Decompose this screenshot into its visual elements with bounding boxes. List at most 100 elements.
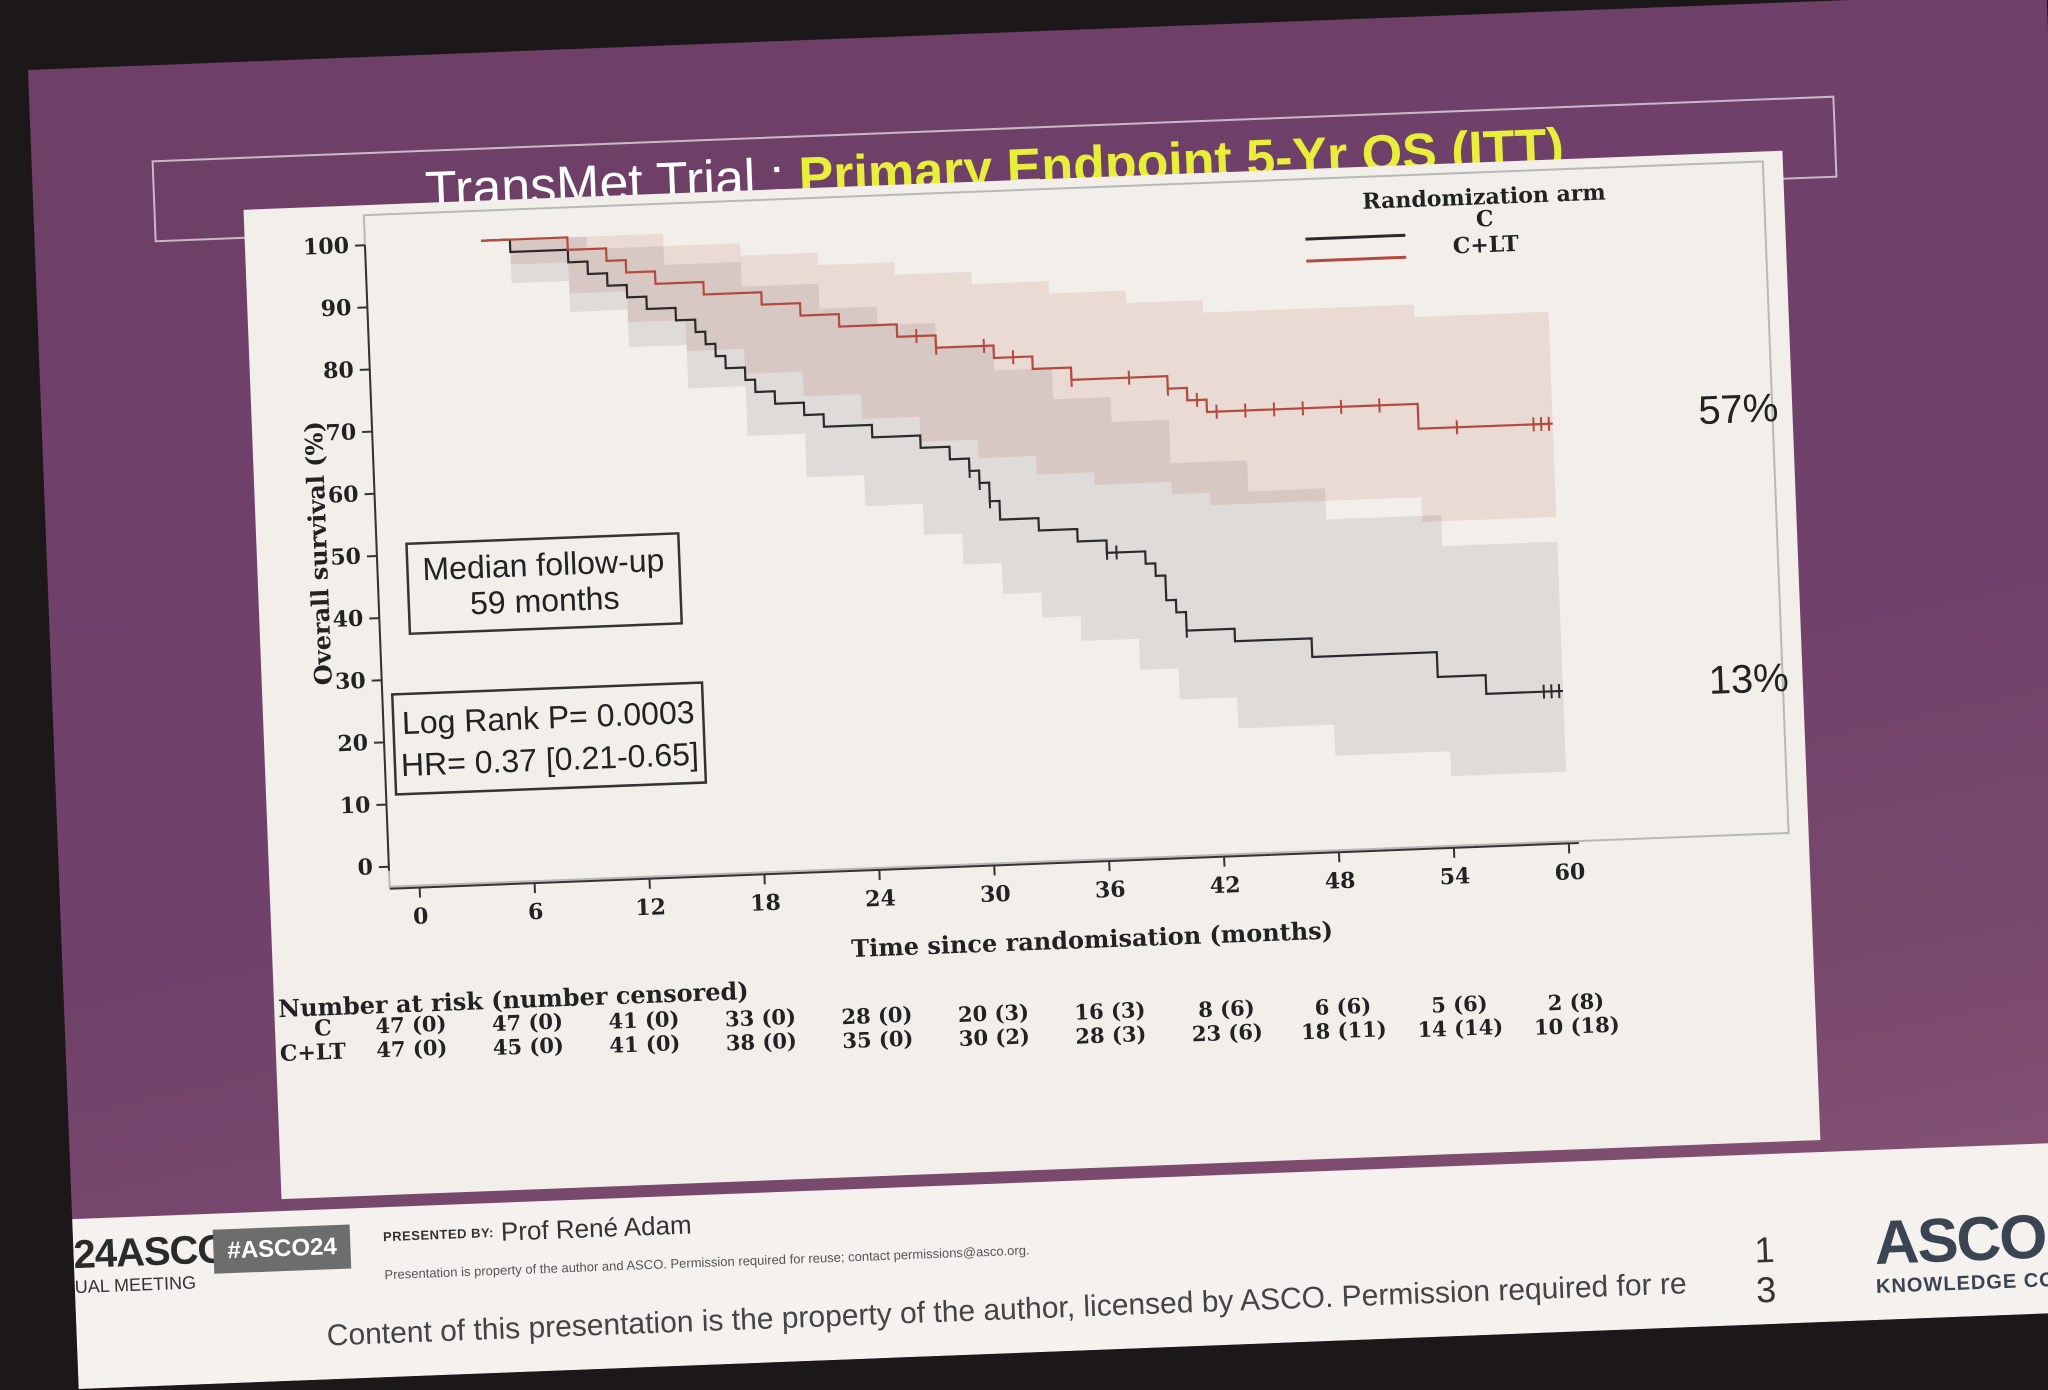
y-tick-label: 30 [335,668,367,695]
censor-mark [1455,420,1459,435]
annual-meeting-label: UAL MEETING [74,1272,197,1298]
y-tick-label: 70 [325,419,357,446]
risk-arm-c: C [314,1015,333,1042]
legend-item-clt: C+LT [1452,231,1520,260]
risk-cell: 5 (6) [1431,990,1488,1017]
censor-mark [1166,381,1170,396]
y-tick-label: 80 [323,357,355,384]
asco-logo: ASCO [1873,1202,2047,1278]
risk-cell: 10 (18) [1534,1012,1621,1040]
censor-mark [1115,545,1118,560]
ci-band-clt [509,233,1557,523]
followup-line2: 59 months [469,580,620,622]
risk-cell: 35 (0) [842,1026,914,1054]
y-tick-label: 60 [327,481,359,508]
censor-mark [1185,623,1188,638]
x-tick-label: 60 [1554,859,1586,886]
risk-cell: 18 (11) [1301,1016,1388,1044]
legend: Randomization arm C C+LT [1305,180,1606,263]
hashtag-badge: #ASCO24 [212,1224,352,1274]
end-label-c: 13% [1708,656,1790,703]
censor-mark [982,338,986,353]
y-tick-label: 20 [337,730,369,757]
ownership-notice: Content of this presentation is the prop… [326,1267,1688,1353]
risk-cell: 16 (3) [1074,997,1146,1025]
risk-cell: 38 (0) [725,1028,797,1056]
x-axis-line [389,842,1579,890]
presenter-name: Prof René Adam [500,1209,693,1247]
censor-mark [1557,684,1561,699]
risk-cell: 33 (0) [724,1004,796,1032]
legend-item-c: C [1476,206,1495,233]
risk-cell: 41 (0) [608,1006,680,1034]
asco-annual-meeting-logo: 24ASCO [72,1227,229,1278]
censor-mark [1272,402,1276,417]
y-axis-line [363,245,391,871]
median-followup-box: Median follow-up 59 months [405,532,684,636]
y-tick-label: 100 [303,233,350,261]
censor-mark [1547,416,1551,431]
risk-cell: 23 (6) [1191,1019,1263,1047]
censor-mark [978,475,981,491]
risk-cell: 20 (3) [957,999,1029,1027]
km-curve-clt [481,236,1553,430]
risk-arm-clt: C+LT [279,1039,347,1068]
end-label-clt: 57% [1697,386,1779,433]
risk-cell: 47 (0) [491,1008,563,1036]
risk-cell: 30 (2) [958,1023,1030,1051]
risk-cell: 28 (0) [841,1002,913,1030]
censor-mark [1195,392,1199,408]
page-number: 1 3 [1753,1228,1777,1311]
censor-mark [1339,399,1343,414]
x-tick-label: 12 [635,894,667,921]
censor-layer [915,329,1561,699]
curve-layer [481,236,1564,696]
risk-cell: 47 (0) [376,1035,448,1063]
censor-mark [988,494,992,509]
risk-cell: 47 (0) [375,1011,447,1039]
risk-cell: 28 (3) [1075,1021,1147,1049]
km-chart-panel: 0 10 20 30 40 50 60 70 80 90 100 0 6 12 18 24 30 36 42 48 54… [243,150,1821,1200]
y-tick-label: 90 [320,295,352,322]
y-tick-label: 0 [357,854,373,881]
censor-mark [915,329,918,344]
censor-mark [1215,404,1218,419]
km-chart: 0 10 20 30 40 50 60 70 80 90 100 0 6 12 18 24 30 36 42 48 54… [278,160,1790,1068]
x-tick-label: 54 [1439,863,1471,890]
censor-mark [1532,417,1535,432]
risk-cell: 45 (0) [492,1032,564,1060]
y-axis-title: Overall survival (%) [299,421,338,686]
ci-band-c [509,236,1567,777]
presented-by-label: PRESENTED BY: [382,1224,495,1245]
x-tick-label: 18 [750,890,782,917]
censor-mark [1550,684,1553,699]
x-tick-label: 6 [528,899,544,926]
risk-cell: 8 (6) [1198,995,1255,1022]
censor-mark [1127,370,1131,385]
ci-band-layer [509,233,1567,777]
presentation-slide: TransMet Trial : Primary Endpoint 5-Yr O… [28,0,2048,1390]
censor-mark [1244,403,1247,418]
x-tick-label: 48 [1324,868,1356,895]
number-at-risk-table: Number at risk (number censored) C C+LT … [278,976,1621,1068]
x-tick-label: 30 [980,881,1012,908]
risk-cell: 6 (6) [1314,993,1371,1020]
censor-mark [1539,417,1543,432]
risk-cell: 14 (14) [1417,1014,1504,1042]
censor-mark [1011,350,1015,365]
legend-swatch-c [1305,233,1406,241]
km-curve-c [481,238,1564,696]
x-tick-label: 42 [1209,872,1241,899]
property-note: Presentation is property of the author a… [384,1242,1030,1283]
censor-mark [968,463,971,478]
risk-cell: 2 (8) [1547,988,1604,1015]
x-tick-label: 0 [413,903,429,930]
log-rank-box: Log Rank P= 0.0003 HR= 0.37 [0.21-0.65] [390,681,708,796]
censor-mark [1105,545,1109,560]
axes-layer: 0 10 20 30 40 50 60 70 80 90 100 0 6 12 18 24 30 36 42 48 54… [303,233,1586,930]
censor-mark [1070,372,1073,387]
risk-cell: 41 (0) [609,1030,681,1058]
y-tick-label: 50 [330,544,362,571]
y-tick-label: 10 [339,792,371,819]
censor-mark [934,340,938,355]
